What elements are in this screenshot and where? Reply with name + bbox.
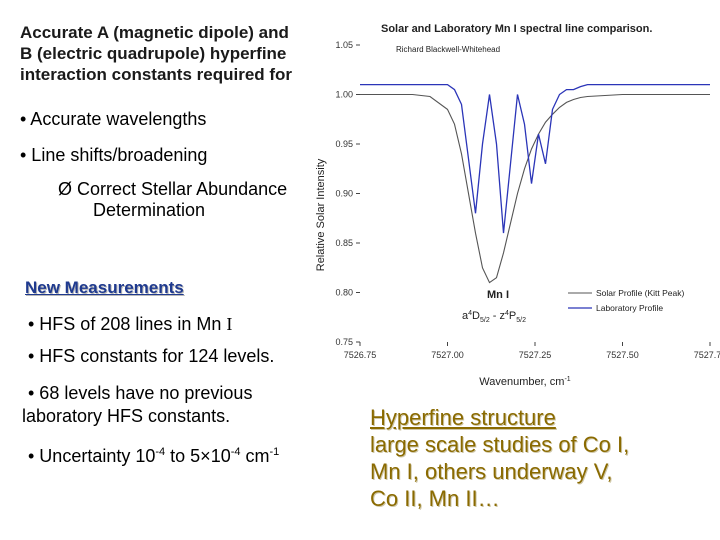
chart-series bbox=[360, 83, 710, 284]
y-axis-label: Relative Solar Intensity bbox=[315, 158, 327, 271]
bullet-line: laboratory HFS constants. bbox=[22, 406, 231, 426]
hyperfine-line: Mn I, others underway V, bbox=[370, 459, 613, 484]
arrow-bullet-icon: Ø bbox=[58, 179, 73, 199]
bullet-wavelengths: • Accurate wavelengths bbox=[20, 109, 207, 129]
slide-title: Accurate A (magnetic dipole) and B (elec… bbox=[20, 22, 292, 85]
sub-bullet-line: Determination bbox=[93, 200, 206, 220]
bullet-text: • HFS of 208 lines in Mn bbox=[28, 314, 227, 334]
hyperfine-line: Co II, Mn II… bbox=[370, 486, 500, 511]
bullet-hfs-lines: • HFS of 208 lines in Mn I bbox=[28, 313, 232, 335]
x-tick-label: 7527.00 bbox=[431, 350, 464, 360]
exponent: -4 bbox=[230, 446, 241, 458]
x-tick-label: 7527.75 bbox=[694, 350, 720, 360]
y-tick-label: 0.95 bbox=[335, 139, 353, 149]
new-measurements-heading: New Measurements bbox=[25, 278, 184, 297]
solar-profile-line bbox=[360, 93, 710, 284]
bullet-text: to 5×10 bbox=[165, 446, 231, 466]
bullet-line: • 68 levels have no previous bbox=[28, 383, 253, 403]
title-line: B (electric quadrupole) hyperfine bbox=[20, 44, 287, 63]
bullet-line-shifts: • Line shifts/broadening bbox=[20, 145, 208, 165]
sub-bullet-abundance: Ø Correct Stellar Abundance Determinatio… bbox=[58, 179, 287, 221]
y-tick-label: 0.80 bbox=[335, 288, 353, 298]
title-line: Accurate A (magnetic dipole) and bbox=[20, 23, 289, 42]
y-tick-label: 0.85 bbox=[335, 238, 353, 248]
y-tick-label: 1.00 bbox=[335, 90, 353, 100]
y-tick-label: 0.75 bbox=[335, 337, 353, 347]
exponent: -4 bbox=[155, 446, 166, 458]
annotation-transition: a4D5/2 - z4P5/2 bbox=[462, 310, 526, 324]
spectral-line-chart: Solar and Laboratory Mn I spectral line … bbox=[315, 23, 720, 388]
legend-label-lab: Laboratory Profile bbox=[596, 303, 663, 313]
y-tick-label: 0.90 bbox=[335, 189, 353, 199]
x-tick-label: 7527.25 bbox=[519, 350, 552, 360]
laboratory-profile-line bbox=[360, 83, 710, 234]
hyperfine-line: large scale studies of Co I, bbox=[370, 432, 630, 457]
bullet-no-previous: • 68 levels have no previous laboratory … bbox=[22, 382, 252, 428]
x-tick-label: 7526.75 bbox=[344, 350, 377, 360]
bullet-hfs-constants: • HFS constants for 124 levels. bbox=[28, 346, 275, 366]
sub-bullet-line: Correct Stellar Abundance bbox=[77, 179, 288, 199]
x-tick-label: 7527.50 bbox=[606, 350, 639, 360]
y-tick-label: 1.05 bbox=[335, 40, 353, 50]
exponent: -1 bbox=[269, 446, 280, 458]
hyperfine-note: Hyperfine structure large scale studies … bbox=[370, 404, 629, 512]
bullet-uncertainty: • Uncertainty 10-4 to 5×10-4 cm-1 bbox=[28, 441, 279, 467]
hyperfine-heading: Hyperfine structure bbox=[370, 405, 556, 430]
bullet-text: cm bbox=[240, 446, 270, 466]
chart-axes: 0.75 0.80 0.85 0.90 0.95 1.00 1.05 7526.75 7527.… bbox=[335, 40, 720, 360]
bullet-text: • Uncertainty 10 bbox=[28, 446, 156, 466]
legend-label-solar: Solar Profile (Kitt Peak) bbox=[596, 288, 685, 298]
roman-numeral: I bbox=[226, 314, 233, 334]
x-axis-label: Wavenumber, cm-1 bbox=[479, 376, 571, 388]
chart-author: Richard Blackwell-Whitehead bbox=[396, 45, 500, 54]
chart-title: Solar and Laboratory Mn I spectral line … bbox=[381, 23, 652, 35]
chart-legend: Solar Profile (Kitt Peak) Laboratory Pro… bbox=[568, 288, 685, 313]
title-line: interaction constants required for bbox=[20, 65, 293, 84]
annotation-element: Mn I bbox=[487, 289, 509, 301]
